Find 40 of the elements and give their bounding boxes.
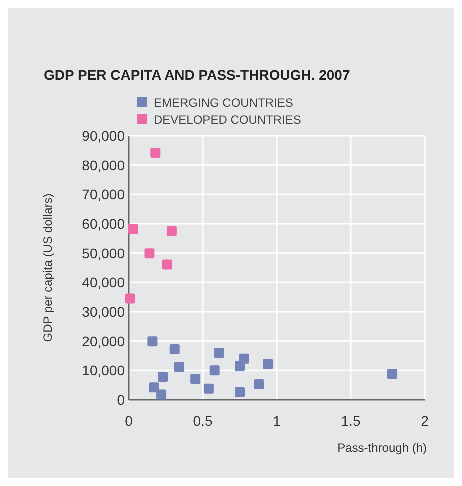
point: [214, 348, 224, 358]
x-tick-label: 2: [421, 413, 430, 429]
point: [144, 248, 155, 259]
point: [254, 379, 264, 390]
x-tick-label: 1: [273, 413, 282, 429]
y-tick-label: 10,000: [82, 362, 126, 379]
point: [149, 382, 160, 393]
y-tick-label: 50,000: [82, 245, 126, 262]
point: [235, 361, 245, 372]
point: [128, 224, 138, 234]
point: [210, 366, 220, 376]
point: [158, 372, 168, 382]
y-tick-label: 80,000: [82, 157, 126, 174]
y-tick-label: 70,000: [82, 186, 126, 203]
point: [148, 336, 158, 347]
y-tick-label: 40,000: [82, 274, 126, 291]
y-tick-label: 60,000: [82, 216, 126, 232]
x-tick-label: 0.5: [193, 413, 213, 429]
point: [150, 148, 161, 158]
legend-label: EMERGING COUNTRIES: [154, 96, 294, 110]
point: [170, 344, 180, 355]
y-axis-title: GDP per capita (US dollars): [41, 194, 55, 342]
point: [387, 369, 398, 380]
point: [162, 260, 172, 270]
point: [125, 294, 136, 304]
x-tick-label: 1.5: [341, 413, 361, 429]
point: [235, 387, 245, 398]
chart-title: GDP PER CAPITA AND PASS-THROUGH. 2007: [44, 67, 350, 83]
point: [263, 359, 274, 370]
point: [174, 362, 184, 372]
point: [190, 374, 201, 384]
y-tick-label: 90,000: [82, 128, 126, 144]
point: [204, 384, 214, 394]
y-tick-label: 0: [117, 392, 126, 408]
point: [166, 226, 177, 236]
y-tick-label: 20,000: [82, 333, 126, 350]
x-axis-title: Pass-through (h): [338, 441, 427, 455]
point: [156, 390, 167, 400]
y-tick-label: 30,000: [82, 304, 126, 320]
legend-label: DEVELOPED COUNTRIES: [154, 113, 302, 127]
